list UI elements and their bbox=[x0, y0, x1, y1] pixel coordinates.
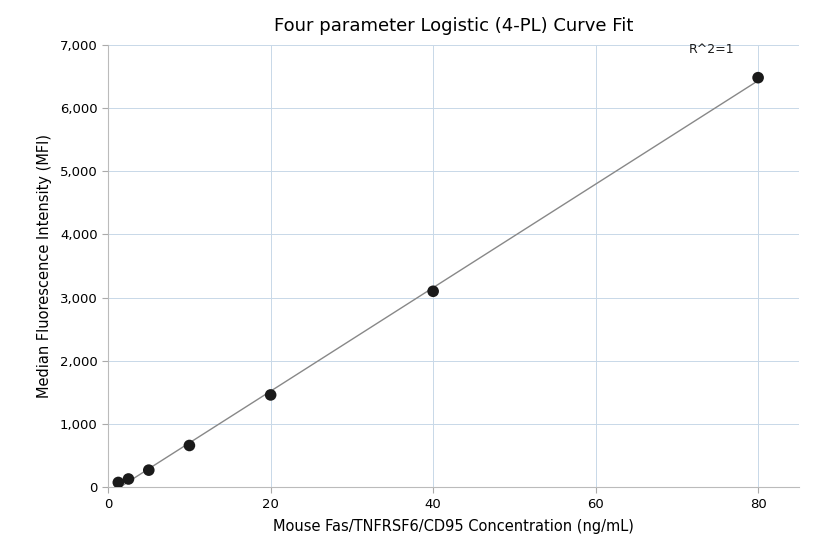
Point bbox=[427, 287, 440, 296]
Point bbox=[183, 441, 196, 450]
Title: Four parameter Logistic (4-PL) Curve Fit: Four parameter Logistic (4-PL) Curve Fit bbox=[274, 17, 633, 35]
Point bbox=[142, 466, 156, 475]
Point bbox=[264, 390, 277, 399]
X-axis label: Mouse Fas/TNFRSF6/CD95 Concentration (ng/mL): Mouse Fas/TNFRSF6/CD95 Concentration (ng… bbox=[273, 519, 634, 534]
Point bbox=[121, 474, 135, 483]
Text: R^2=1: R^2=1 bbox=[689, 43, 735, 56]
Point bbox=[751, 73, 765, 82]
Point bbox=[111, 478, 125, 487]
Y-axis label: Median Fluorescence Intensity (MFI): Median Fluorescence Intensity (MFI) bbox=[37, 134, 52, 398]
